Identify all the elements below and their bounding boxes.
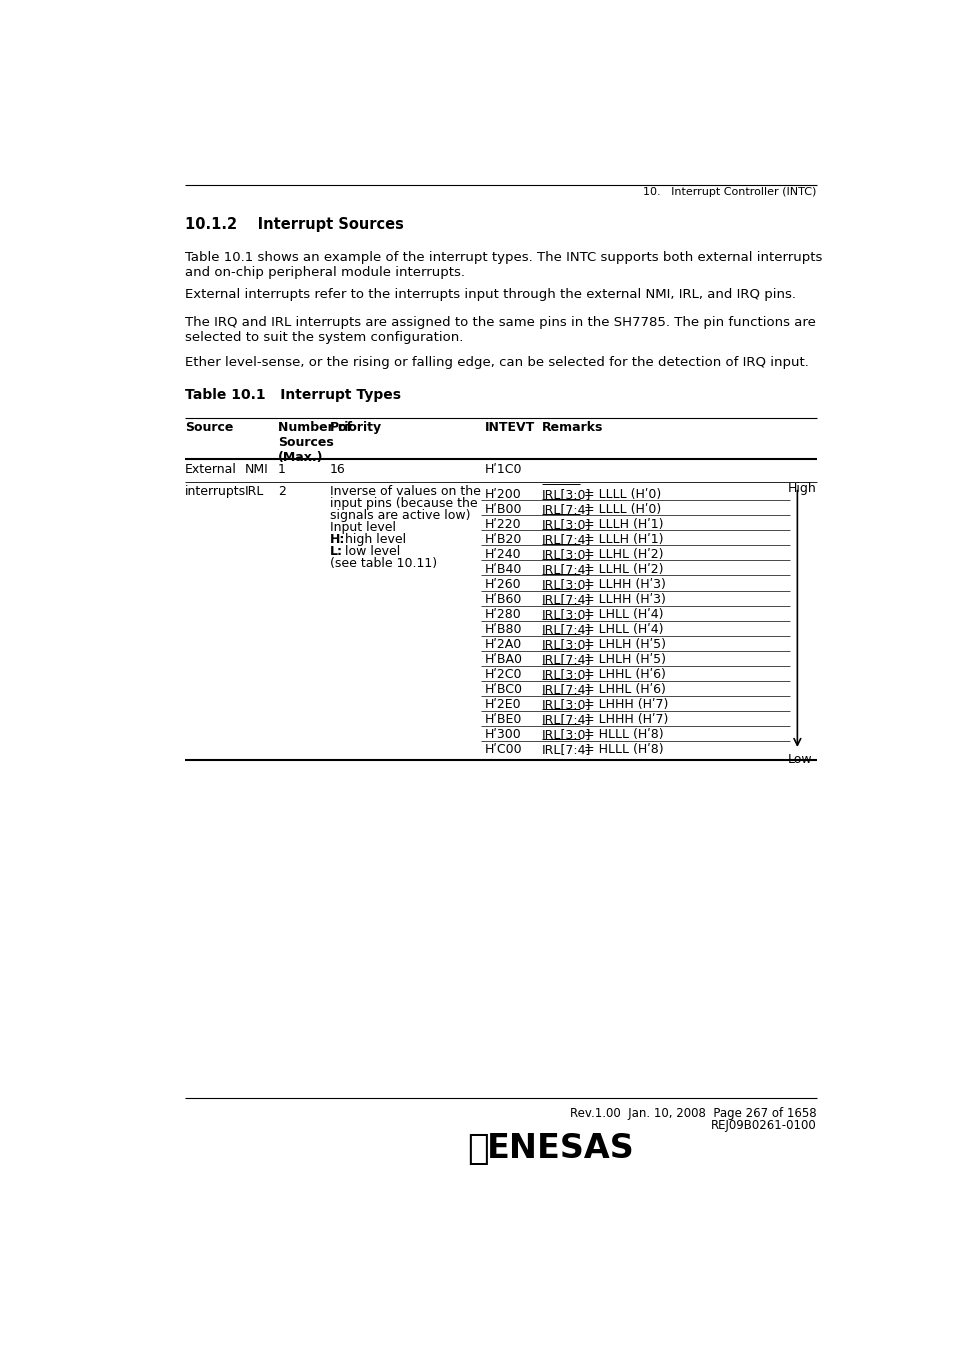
Text: Hʹ220: Hʹ220 [484, 518, 521, 531]
Text: IRL[3:0]: IRL[3:0] [541, 668, 590, 680]
Text: The IRQ and IRL interrupts are assigned to the same pins in the SH7785. The pin : The IRQ and IRL interrupts are assigned … [185, 316, 815, 344]
Text: Source: Source [185, 421, 233, 435]
Text: 1: 1 [278, 463, 286, 477]
Text: = LHLH (Hʹ5): = LHLH (Hʹ5) [579, 637, 665, 651]
Text: IRL[3:0]: IRL[3:0] [541, 637, 590, 651]
Text: 10.   Interrupt Controller (INTC): 10. Interrupt Controller (INTC) [642, 188, 816, 197]
Text: = LLHH (Hʹ3): = LLHH (Hʹ3) [579, 593, 665, 606]
Text: HʹBC0: HʹBC0 [484, 683, 522, 695]
Text: Hʹ260: Hʹ260 [484, 578, 521, 591]
Text: IRL[7:4]: IRL[7:4] [541, 622, 590, 636]
Text: IRL[3:0]: IRL[3:0] [541, 518, 590, 531]
Text: HʹB60: HʹB60 [484, 593, 522, 606]
Text: Input level: Input level [330, 521, 395, 535]
Text: = LHLH (Hʹ5): = LHLH (Hʹ5) [579, 653, 665, 666]
Text: IRL: IRL [245, 486, 264, 498]
Text: HʹB80: HʹB80 [484, 622, 522, 636]
Text: HʹB40: HʹB40 [484, 563, 522, 576]
Text: Low: Low [787, 753, 812, 767]
Text: L:: L: [330, 545, 343, 558]
Text: = LLLH (Hʹ1): = LLLH (Hʹ1) [579, 518, 663, 531]
Text: Hʹ2E0: Hʹ2E0 [484, 698, 521, 711]
Text: = LHLL (Hʹ4): = LHLL (Hʹ4) [579, 608, 663, 621]
Text: External: External [185, 463, 236, 477]
Text: = LLHL (Hʹ2): = LLHL (Hʹ2) [579, 563, 663, 576]
Text: HʹBE0: HʹBE0 [484, 713, 522, 726]
Text: IRL[7:4]: IRL[7:4] [541, 713, 590, 726]
Text: High: High [787, 482, 816, 494]
Text: HʹC00: HʹC00 [484, 743, 522, 756]
Text: Table 10.1   Interrupt Types: Table 10.1 Interrupt Types [185, 389, 400, 402]
Text: 2: 2 [278, 486, 286, 498]
Text: = LLLL (Hʹ0): = LLLL (Hʹ0) [579, 487, 660, 501]
Text: NMI: NMI [245, 463, 268, 477]
Text: IRL[3:0]: IRL[3:0] [541, 578, 590, 591]
Text: IRL[3:0]: IRL[3:0] [541, 487, 590, 501]
Text: = LHHH (Hʹ7): = LHHH (Hʹ7) [579, 713, 668, 726]
Text: high level: high level [341, 533, 406, 547]
Text: ℝ: ℝ [467, 1133, 488, 1166]
Text: IRL[7:4]: IRL[7:4] [541, 743, 590, 756]
Text: 10.1.2    Interrupt Sources: 10.1.2 Interrupt Sources [185, 217, 403, 232]
Text: = LLLL (Hʹ0): = LLLL (Hʹ0) [579, 502, 660, 516]
Text: = LLHH (Hʹ3): = LLHH (Hʹ3) [579, 578, 665, 591]
Text: IRL[7:4]: IRL[7:4] [541, 533, 590, 545]
Text: = HLLL (Hʹ8): = HLLL (Hʹ8) [579, 743, 663, 756]
Text: REJ09B0261-0100: REJ09B0261-0100 [710, 1119, 816, 1133]
Text: Hʹ2A0: Hʹ2A0 [484, 637, 521, 651]
Text: IRL[7:4]: IRL[7:4] [541, 653, 590, 666]
Text: Remarks: Remarks [541, 421, 602, 435]
Text: IRL[3:0]: IRL[3:0] [541, 698, 590, 711]
Text: Hʹ2C0: Hʹ2C0 [484, 668, 522, 680]
Text: interrupts: interrupts [185, 486, 246, 498]
Text: HʹBA0: HʹBA0 [484, 653, 522, 666]
Text: Hʹ280: Hʹ280 [484, 608, 521, 621]
Text: = LHHH (Hʹ7): = LHHH (Hʹ7) [579, 698, 668, 711]
Text: (see table 10.11): (see table 10.11) [330, 558, 436, 570]
Text: INTEVT: INTEVT [484, 421, 535, 435]
Text: H:: H: [330, 533, 345, 547]
Text: Table 10.1 shows an example of the interrupt types. The INTC supports both exter: Table 10.1 shows an example of the inter… [185, 251, 821, 278]
Text: = LHHL (Hʹ6): = LHHL (Hʹ6) [579, 683, 665, 695]
Text: IRL[3:0]: IRL[3:0] [541, 548, 590, 560]
Text: 16: 16 [330, 463, 345, 477]
Text: = LHLL (Hʹ4): = LHLL (Hʹ4) [579, 622, 663, 636]
Text: = HLLL (Hʹ8): = HLLL (Hʹ8) [579, 728, 663, 741]
Text: = LLHL (Hʹ2): = LLHL (Hʹ2) [579, 548, 663, 560]
Text: External interrupts refer to the interrupts input through the external NMI, IRL,: External interrupts refer to the interru… [185, 288, 796, 301]
Text: signals are active low): signals are active low) [330, 509, 470, 522]
Text: Number of
Sources
(Max.): Number of Sources (Max.) [278, 421, 352, 464]
Text: IRL[3:0]: IRL[3:0] [541, 728, 590, 741]
Text: IRL[7:4]: IRL[7:4] [541, 502, 590, 516]
Text: IRL[3:0]: IRL[3:0] [541, 608, 590, 621]
Text: HʹB00: HʹB00 [484, 502, 522, 516]
Text: ENESAS: ENESAS [487, 1133, 635, 1165]
Text: Inverse of values on the: Inverse of values on the [330, 486, 480, 498]
Text: Rev.1.00  Jan. 10, 2008  Page 267 of 1658: Rev.1.00 Jan. 10, 2008 Page 267 of 1658 [570, 1107, 816, 1119]
Text: IRL[7:4]: IRL[7:4] [541, 563, 590, 576]
Text: Priority: Priority [330, 421, 382, 435]
Text: Ether level-sense, or the rising or falling edge, can be selected for the detect: Ether level-sense, or the rising or fall… [185, 356, 808, 369]
Text: Hʹ1C0: Hʹ1C0 [484, 463, 522, 477]
Text: = LLLH (Hʹ1): = LLLH (Hʹ1) [579, 533, 663, 545]
Text: Hʹ300: Hʹ300 [484, 728, 521, 741]
Text: input pins (because the: input pins (because the [330, 497, 477, 510]
Text: low level: low level [341, 545, 400, 558]
Text: HʹB20: HʹB20 [484, 533, 522, 545]
Text: IRL[7:4]: IRL[7:4] [541, 683, 590, 695]
Text: IRL[7:4]: IRL[7:4] [541, 593, 590, 606]
Text: = LHHL (Hʹ6): = LHHL (Hʹ6) [579, 668, 665, 680]
Text: Hʹ200: Hʹ200 [484, 487, 521, 501]
Text: Hʹ240: Hʹ240 [484, 548, 521, 560]
